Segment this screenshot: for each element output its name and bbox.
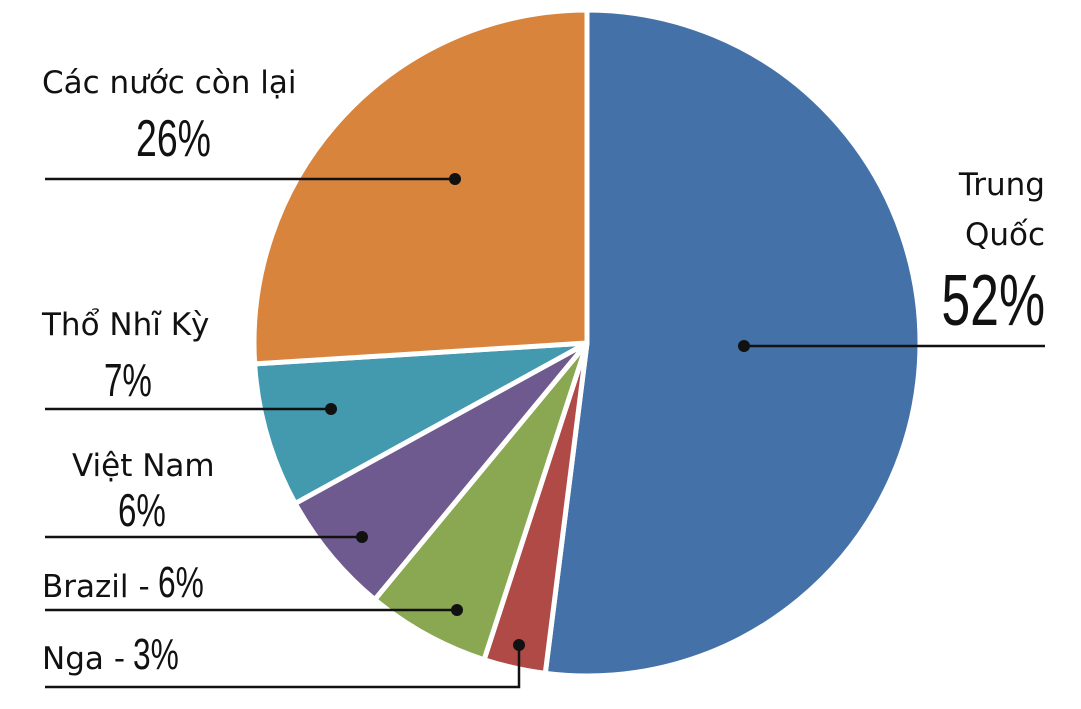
value-label: 26% (136, 110, 211, 168)
leader-dot (356, 531, 368, 543)
category-label: Việt Nam (72, 448, 215, 484)
leader-line (45, 645, 521, 689)
category-label: Trung Quốc (958, 167, 1045, 253)
separator: - (113, 641, 126, 677)
leader-dot (325, 403, 337, 415)
value-label: 52% (941, 261, 1045, 341)
pie-slice (542, 7, 923, 679)
category-label: Thổ Nhĩ Kỳ (42, 307, 210, 343)
category-label: Các nước còn lại (42, 65, 297, 101)
leader-dot (451, 604, 463, 616)
pie-slice (251, 7, 590, 367)
value-label: 7% (104, 354, 152, 406)
pie-slice (252, 340, 590, 506)
leader-dot (738, 340, 750, 352)
leader-dot (449, 173, 461, 185)
value-label: 6% (157, 558, 204, 607)
slice-label: Nga -3% (42, 630, 197, 684)
slice-label: Brazil -6% (42, 558, 221, 612)
value-label: 6% (118, 484, 166, 536)
leader-dot (513, 639, 525, 651)
category-label: Brazil (42, 569, 129, 605)
category-label: Nga (42, 641, 104, 677)
value-label: 3% (133, 630, 179, 679)
separator: - (138, 569, 150, 605)
